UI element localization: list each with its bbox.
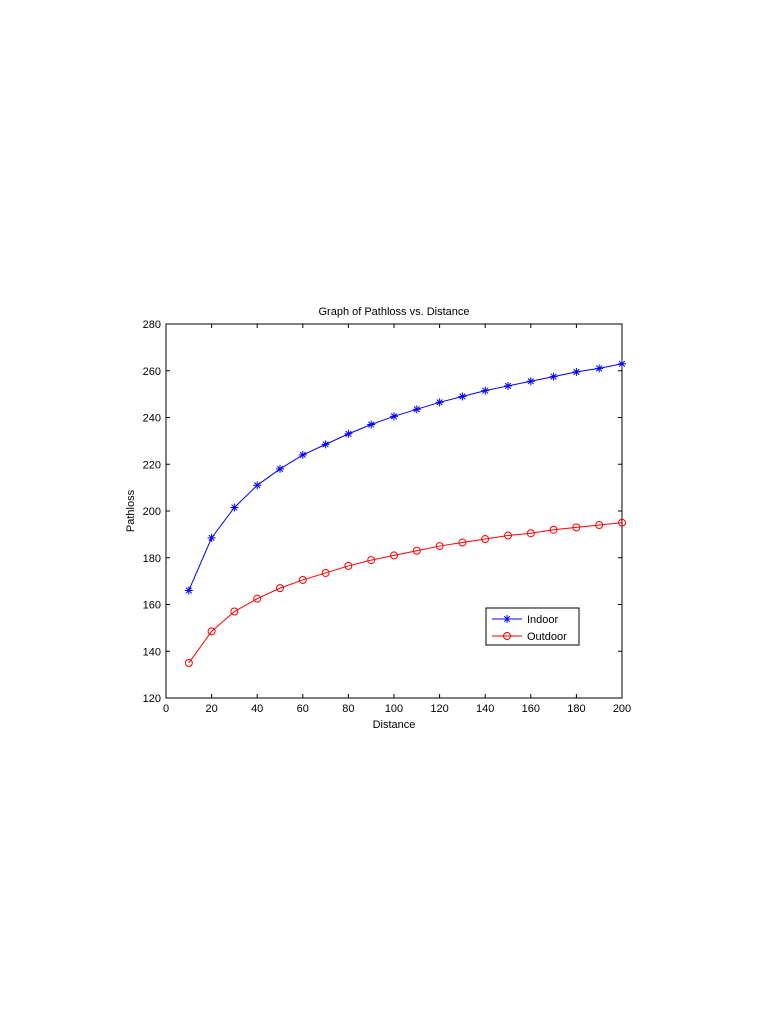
x-axis-label: Distance xyxy=(373,719,416,731)
data-point-outdoor xyxy=(367,556,376,565)
x-tick-label: 160 xyxy=(522,703,540,715)
x-tick-label: 40 xyxy=(251,703,263,715)
data-point-outdoor xyxy=(184,658,193,667)
legend-label-outdoor: Outdoor xyxy=(527,631,567,643)
data-point-outdoor xyxy=(390,551,398,560)
data-point-indoor xyxy=(618,359,626,368)
data-point-indoor xyxy=(458,392,467,401)
legend-marker-indoor xyxy=(503,615,511,623)
data-point-outdoor xyxy=(321,568,330,577)
data-point-indoor xyxy=(253,481,262,490)
legend-marker-outdoor xyxy=(503,632,511,640)
data-point-outdoor xyxy=(230,607,239,616)
data-point-indoor xyxy=(390,412,398,421)
x-tick-label: 80 xyxy=(342,703,354,715)
x-tick-label: 60 xyxy=(297,703,309,715)
x-axis: 0 20 40 60 80 100 120 140 160 180 200 xyxy=(163,324,631,715)
y-tick-label: 260 xyxy=(143,366,161,378)
data-point-outdoor xyxy=(435,542,444,551)
data-point-outdoor xyxy=(618,518,626,527)
y-tick-label: 160 xyxy=(143,600,161,612)
x-tick-label: 100 xyxy=(385,703,403,715)
data-point-outdoor xyxy=(253,594,262,603)
series-indoor xyxy=(184,359,626,595)
data-point-outdoor xyxy=(595,521,604,530)
data-point-outdoor xyxy=(207,627,216,636)
data-point-indoor xyxy=(367,420,376,429)
data-point-indoor xyxy=(595,364,604,373)
data-point-outdoor xyxy=(458,538,467,547)
data-point-indoor xyxy=(276,464,284,473)
y-tick-label: 280 xyxy=(143,319,161,331)
data-point-indoor xyxy=(526,377,535,386)
data-point-indoor xyxy=(549,372,558,381)
data-point-outdoor xyxy=(344,561,353,570)
x-tick-label: 20 xyxy=(205,703,217,715)
data-point-outdoor xyxy=(276,584,284,593)
data-point-indoor xyxy=(298,450,307,459)
series-layer xyxy=(184,359,626,667)
y-axis: 120 140 160 180 200 220 240 260 280 xyxy=(143,319,622,705)
data-point-indoor xyxy=(207,533,216,542)
data-point-outdoor xyxy=(504,531,512,540)
data-point-indoor xyxy=(504,381,512,390)
y-tick-label: 200 xyxy=(143,506,161,518)
data-point-indoor xyxy=(321,440,330,449)
data-point-indoor xyxy=(412,405,421,414)
data-point-outdoor xyxy=(526,529,535,538)
x-tick-label: 0 xyxy=(163,703,169,715)
legend-box xyxy=(485,607,580,646)
y-tick-label: 180 xyxy=(143,553,161,565)
data-point-outdoor xyxy=(298,575,307,584)
data-point-indoor xyxy=(435,398,444,407)
series-outdoor xyxy=(184,518,626,667)
x-tick-label: 200 xyxy=(613,703,631,715)
data-point-indoor xyxy=(184,586,193,595)
legend-label-indoor: Indoor xyxy=(527,614,559,626)
data-point-indoor xyxy=(481,386,490,395)
series-line-indoor xyxy=(188,363,623,591)
y-tick-label: 140 xyxy=(143,646,161,658)
legend: Indoor Outdoor xyxy=(485,607,580,646)
x-tick-label: 120 xyxy=(430,703,448,715)
y-tick-label: 220 xyxy=(143,459,161,471)
data-point-outdoor xyxy=(572,523,581,532)
data-point-indoor xyxy=(230,503,239,512)
data-point-indoor xyxy=(344,429,353,438)
data-point-indoor xyxy=(572,367,581,376)
y-tick-label: 120 xyxy=(143,693,161,705)
data-point-outdoor xyxy=(481,535,490,544)
x-tick-label: 140 xyxy=(476,703,494,715)
y-tick-label: 240 xyxy=(143,413,161,425)
data-point-outdoor xyxy=(412,546,421,555)
data-point-outdoor xyxy=(549,525,558,534)
chart-title: Graph of Pathloss vs. Distance xyxy=(318,306,469,318)
x-tick-label: 180 xyxy=(567,703,585,715)
y-axis-label: Pathloss xyxy=(125,489,137,532)
